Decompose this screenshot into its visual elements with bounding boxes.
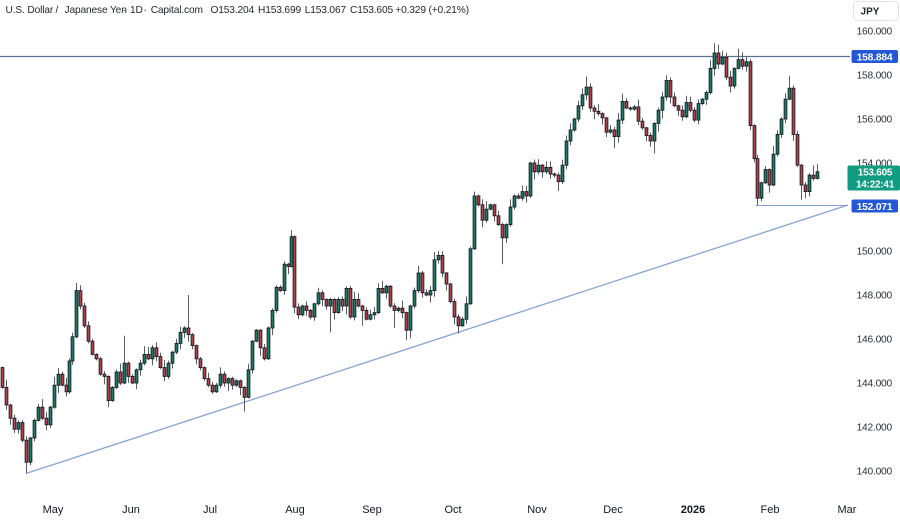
svg-text:·: · bbox=[123, 5, 126, 16]
svg-text:Dec: Dec bbox=[603, 504, 623, 516]
svg-text:O153.204: O153.204 bbox=[211, 5, 255, 16]
svg-text:152.071: 152.071 bbox=[857, 202, 893, 213]
svg-text:2026: 2026 bbox=[681, 504, 705, 516]
svg-text:153.605: 153.605 bbox=[858, 168, 893, 179]
svg-text:Sep: Sep bbox=[362, 504, 382, 516]
svg-text:C153.605: C153.605 bbox=[350, 5, 393, 16]
svg-text:154.000: 154.000 bbox=[857, 159, 893, 170]
svg-text:150.000: 150.000 bbox=[857, 247, 893, 258]
svg-text:158.884: 158.884 bbox=[857, 53, 893, 64]
svg-text:Jul: Jul bbox=[203, 504, 217, 516]
svg-text:Mar: Mar bbox=[838, 504, 857, 516]
svg-text:142.000: 142.000 bbox=[857, 423, 893, 434]
svg-text:Nov: Nov bbox=[527, 504, 547, 516]
svg-text:144.000: 144.000 bbox=[857, 379, 893, 390]
svg-text:158.000: 158.000 bbox=[857, 71, 893, 82]
svg-text:140.000: 140.000 bbox=[857, 467, 893, 478]
svg-text:Jun: Jun bbox=[122, 504, 140, 516]
svg-text:Feb: Feb bbox=[761, 504, 780, 516]
svg-text:+0.329 (+0.21%): +0.329 (+0.21%) bbox=[395, 5, 469, 16]
svg-text:/: / bbox=[56, 5, 59, 16]
svg-text:146.000: 146.000 bbox=[857, 335, 893, 346]
svg-text:156.000: 156.000 bbox=[857, 115, 893, 126]
svg-text:U.S. Dollar: U.S. Dollar bbox=[6, 5, 54, 16]
svg-text:JPY: JPY bbox=[861, 7, 880, 18]
svg-text:Aug: Aug bbox=[285, 504, 305, 516]
svg-text:160.000: 160.000 bbox=[857, 27, 893, 38]
svg-text:1D: 1D bbox=[130, 5, 143, 16]
svg-text:148.000: 148.000 bbox=[857, 291, 893, 302]
svg-text:·: · bbox=[144, 5, 147, 16]
svg-text:H153.699: H153.699 bbox=[258, 5, 301, 16]
svg-text:Capital.com: Capital.com bbox=[151, 5, 203, 16]
svg-text:Oct: Oct bbox=[444, 504, 461, 516]
svg-text:14:22:41: 14:22:41 bbox=[856, 180, 895, 191]
svg-text:Japanese Yen: Japanese Yen bbox=[65, 5, 127, 16]
svg-text:L153.067: L153.067 bbox=[305, 5, 347, 16]
svg-text:May: May bbox=[43, 504, 64, 516]
